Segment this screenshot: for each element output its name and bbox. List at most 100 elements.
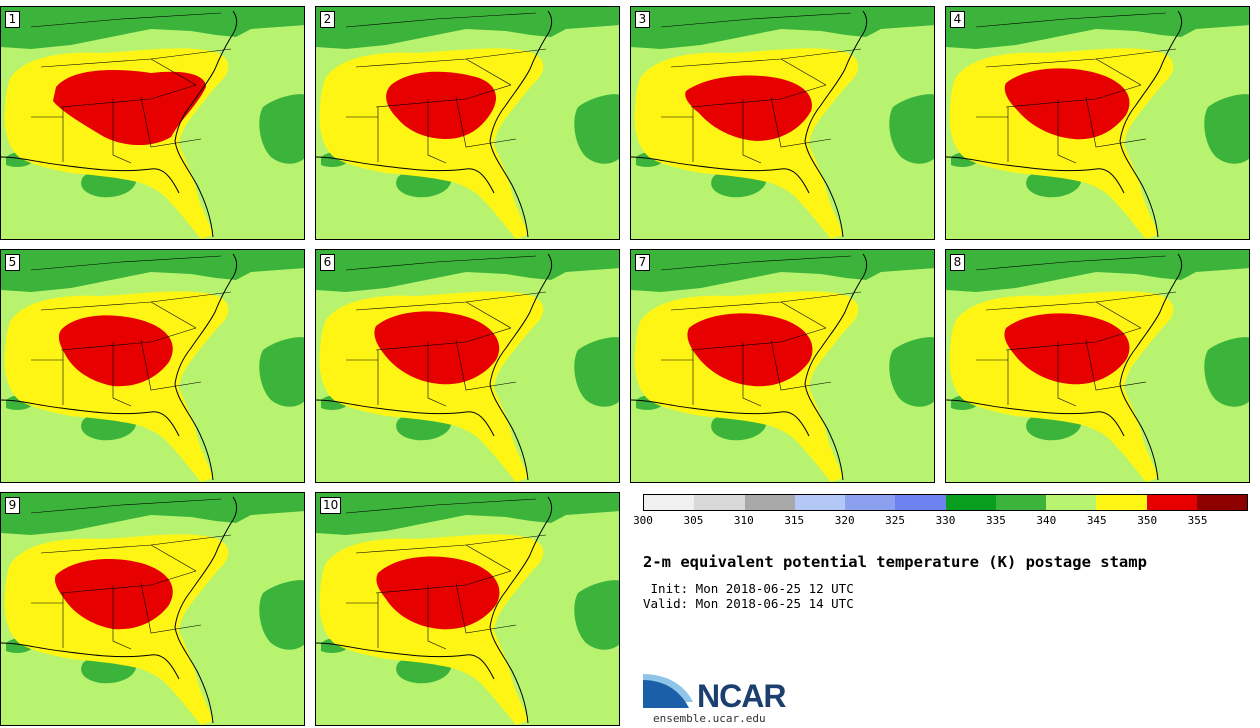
map-svg (316, 7, 619, 239)
state-borders (30, 12, 232, 164)
colorbar-segment (845, 495, 896, 510)
logo-url: ensemble.ucar.edu (653, 712, 766, 725)
member-number: 9 (5, 497, 20, 514)
map-svg (316, 493, 619, 725)
dark-green-ocean (259, 337, 304, 407)
coastline (631, 253, 868, 481)
colorbar-segment (794, 495, 845, 510)
colorbar-segment (945, 495, 996, 510)
member-number: 2 (320, 11, 335, 28)
red-core-region (685, 75, 812, 141)
state-borders (975, 12, 1177, 164)
map-panel-member-9: 9 (0, 492, 305, 726)
coastline (316, 10, 553, 238)
colorbar-ticks: 300 305 310 315 320 325 330 335 340 345 350 355 (633, 514, 1248, 530)
map-panel-member-6: 6 (315, 249, 620, 483)
coastline (631, 10, 868, 238)
dark-green-north (316, 493, 619, 535)
state-borders (30, 498, 232, 650)
state-borders (345, 498, 547, 650)
plot-title: 2-m equivalent potential temperature (K)… (643, 553, 1147, 571)
map-svg (631, 7, 934, 239)
member-number: 7 (635, 254, 650, 271)
colorbar-tick-label: 350 (1137, 514, 1158, 527)
dark-green-north (946, 250, 1249, 292)
map-panel-member-8: 8 (945, 249, 1250, 483)
dark-green-north (1, 7, 304, 49)
map-panel-member-3: 3 (630, 6, 935, 240)
colorbar-tick-label: 315 (784, 514, 805, 527)
map-svg (316, 250, 619, 482)
colorbar-tick-label: 340 (1036, 514, 1057, 527)
state-borders (660, 12, 862, 164)
state-borders (975, 255, 1177, 407)
dark-green-ocean (1204, 94, 1249, 164)
colorbar-tick-label: 300 (633, 514, 653, 527)
dark-green-north (1, 493, 304, 535)
map-panel-member-10: 10 (315, 492, 620, 726)
init-time: Init: Mon 2018-06-25 12 UTC (643, 581, 854, 596)
dark-green-ocean (889, 337, 934, 407)
colorbar-tick-label: 335 (985, 514, 1006, 527)
red-core-region (1004, 313, 1130, 385)
dark-green-north (1, 250, 304, 292)
member-number: 8 (950, 254, 965, 271)
member-number: 1 (5, 11, 20, 28)
dark-green-ocean (259, 94, 304, 164)
coastline (1, 253, 238, 481)
dark-green-ocean (259, 580, 304, 650)
red-core-region (386, 71, 496, 139)
coastline (946, 253, 1183, 481)
dark-green-ocean (574, 94, 619, 164)
red-core-region (1004, 68, 1130, 140)
dark-green-ocean (1204, 337, 1249, 407)
map-panel-member-1: 1 (0, 6, 305, 240)
colorbar-tick-label: 310 (733, 514, 754, 527)
member-number: 3 (635, 11, 650, 28)
colorbar-tick-label: 330 (935, 514, 956, 527)
state-borders (345, 255, 547, 407)
coastline (316, 496, 553, 724)
red-core-region (54, 559, 173, 630)
ncar-logo-icon (643, 674, 693, 708)
state-borders (345, 12, 547, 164)
logo-text: NCAR (697, 678, 786, 714)
map-panel-member-4: 4 (945, 6, 1250, 240)
dark-green-ocean (574, 337, 619, 407)
logo-swoosh-dark (643, 680, 689, 708)
map-svg (631, 250, 934, 482)
dark-green-ocean (574, 580, 619, 650)
map-panel-member-2: 2 (315, 6, 620, 240)
colorbar-segment (1046, 495, 1097, 510)
state-borders (30, 255, 232, 407)
red-core-region (687, 313, 813, 387)
coastline (1, 496, 238, 724)
colorbar-tick-label: 320 (834, 514, 855, 527)
map-svg (1, 7, 304, 239)
red-core-region (374, 311, 500, 385)
colorbar-tick-label: 355 (1187, 514, 1208, 527)
red-core-region (53, 69, 206, 146)
dark-green-north (631, 7, 934, 49)
map-svg (946, 7, 1249, 239)
dark-green-ocean (889, 94, 934, 164)
dark-green-north (946, 7, 1249, 49)
coastline (1, 10, 238, 238)
valid-time: Valid: Mon 2018-06-25 14 UTC (643, 596, 854, 611)
member-number: 5 (5, 254, 20, 271)
colorbar-tick-label: 305 (683, 514, 704, 527)
member-number: 4 (950, 11, 965, 28)
colorbar-segment (694, 495, 745, 510)
red-core-region (58, 315, 173, 387)
map-panel-member-7: 7 (630, 249, 935, 483)
map-svg (1, 250, 304, 482)
dark-green-north (316, 7, 619, 49)
colorbar-tick-label: 325 (885, 514, 906, 527)
red-core-region (376, 556, 500, 630)
dark-green-north (631, 250, 934, 292)
colorbar-segment (895, 495, 946, 510)
map-svg (1, 493, 304, 725)
colorbar-segment (1196, 495, 1247, 510)
member-number: 10 (320, 497, 342, 514)
colorbar-tick-label: 345 (1086, 514, 1107, 527)
